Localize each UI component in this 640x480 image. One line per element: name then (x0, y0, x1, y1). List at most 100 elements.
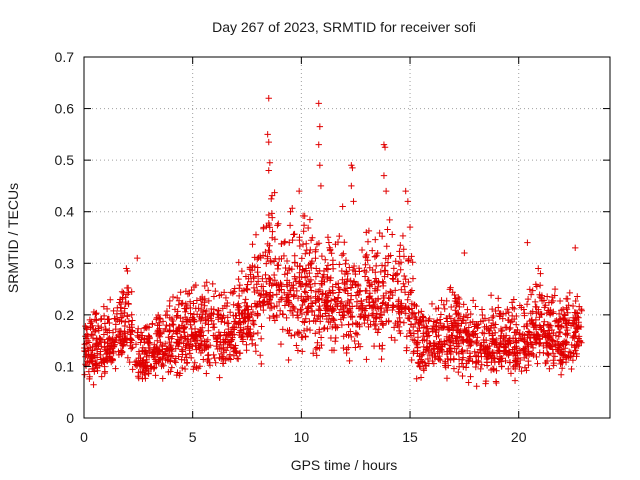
data-point (555, 323, 563, 330)
data-point (456, 303, 463, 311)
data-point (253, 301, 261, 309)
data-point (422, 347, 430, 355)
data-point (234, 306, 242, 314)
data-point (306, 281, 314, 288)
data-point (92, 360, 99, 367)
data-point (524, 295, 532, 303)
data-point (355, 265, 363, 272)
y-tick-label: 0.2 (55, 307, 75, 323)
data-point (301, 288, 308, 295)
data-point (408, 253, 415, 260)
data-point (469, 358, 476, 365)
data-point (160, 351, 168, 358)
data-point (200, 356, 207, 363)
data-point (344, 275, 351, 283)
data-point (209, 280, 216, 288)
data-point (560, 316, 567, 323)
data-point (380, 292, 387, 300)
data-point (564, 309, 571, 316)
data-point (266, 296, 273, 304)
data-point (216, 374, 223, 381)
data-point (306, 318, 313, 325)
data-point (235, 292, 243, 300)
data-point (351, 268, 359, 275)
data-point (266, 304, 274, 312)
data-point (95, 362, 103, 369)
data-point (299, 266, 306, 273)
data-point (544, 350, 552, 358)
data-point (199, 293, 206, 301)
data-point (291, 259, 299, 266)
data-point (287, 208, 294, 215)
data-point (329, 261, 337, 268)
data-point (504, 306, 511, 313)
data-point (400, 246, 407, 253)
data-point (397, 242, 404, 249)
data-point (398, 286, 405, 293)
data-point (122, 318, 129, 326)
data-point (552, 332, 560, 339)
data-point (413, 316, 420, 323)
data-point (348, 333, 355, 341)
data-point (284, 283, 291, 290)
data-point (368, 281, 376, 288)
data-point (340, 308, 348, 315)
data-point (341, 239, 348, 246)
data-point (252, 231, 260, 238)
data-point (188, 354, 195, 362)
data-point (113, 334, 120, 341)
data-point (450, 365, 458, 372)
data-point (485, 316, 493, 324)
data-point (106, 342, 113, 349)
data-point (311, 312, 318, 319)
data-point (182, 344, 189, 351)
data-point (574, 293, 581, 300)
data-point (91, 342, 99, 350)
data-point (443, 375, 451, 382)
data-point (366, 279, 373, 287)
data-point (89, 331, 97, 339)
data-point (172, 345, 179, 352)
data-point (342, 260, 349, 268)
data-point (449, 332, 456, 340)
data-point (265, 167, 272, 174)
data-point (260, 298, 267, 306)
data-point (306, 269, 313, 277)
data-point (184, 290, 192, 298)
data-point (237, 327, 244, 334)
data-point (135, 374, 142, 382)
data-point (122, 294, 129, 301)
data-point (231, 344, 239, 352)
data-point (426, 339, 433, 347)
data-point (544, 307, 552, 314)
data-point (506, 325, 513, 333)
data-point (166, 302, 173, 310)
data-point (339, 203, 346, 210)
data-point (372, 275, 380, 282)
data-point (402, 187, 409, 195)
data-point (215, 332, 223, 340)
data-point (354, 282, 362, 290)
data-point (574, 325, 581, 333)
data-point (420, 343, 427, 351)
data-point (471, 348, 478, 355)
data-point (216, 331, 224, 339)
data-point (408, 287, 416, 294)
data-point (182, 308, 189, 316)
data-point (115, 351, 123, 359)
data-point (410, 330, 418, 337)
data-point (92, 326, 99, 334)
data-point (313, 344, 321, 351)
data-point (555, 310, 563, 318)
data-point (507, 370, 515, 377)
data-point (317, 182, 325, 190)
data-point (124, 312, 131, 319)
data-point (179, 318, 187, 325)
data-point (294, 294, 302, 302)
data-point (531, 298, 539, 306)
data-point (385, 294, 392, 302)
data-point (561, 345, 569, 352)
data-point (527, 291, 535, 298)
data-point (138, 360, 146, 367)
data-point (128, 288, 135, 295)
